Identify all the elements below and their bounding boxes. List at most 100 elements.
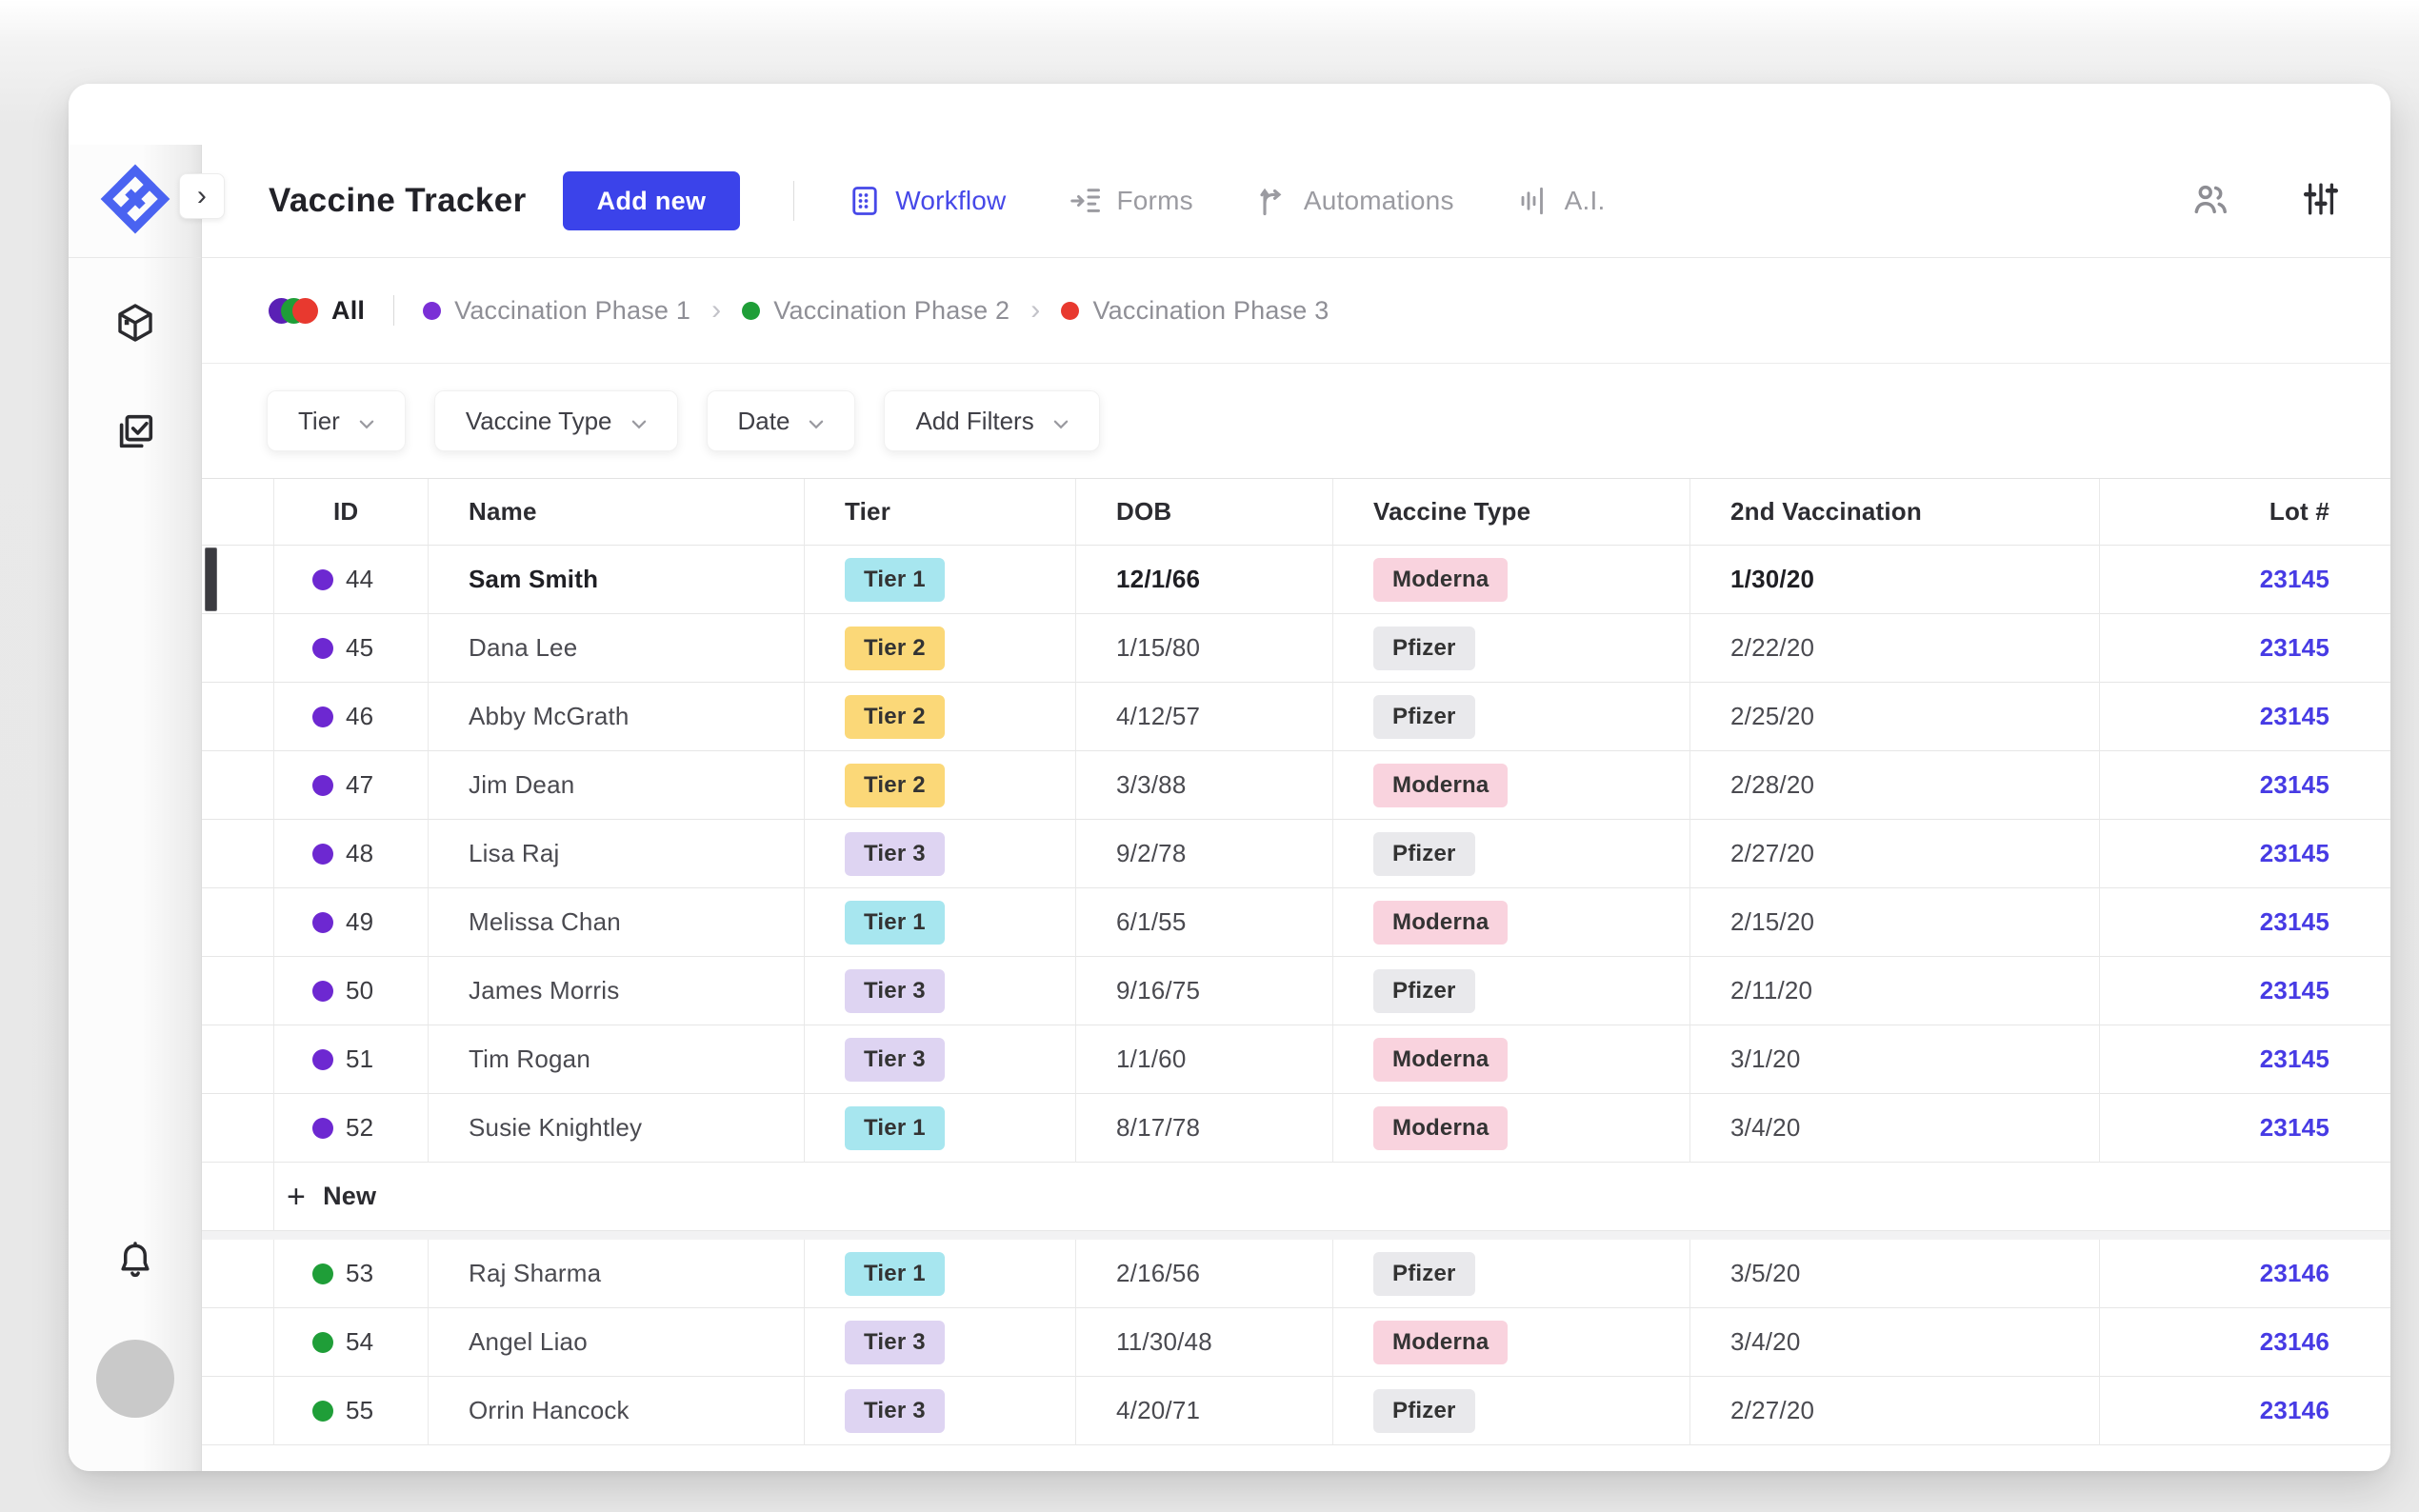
cell-dob[interactable]: 1/1/60 bbox=[1076, 1025, 1333, 1094]
cell-vaccine-type[interactable]: Pfizer bbox=[1333, 614, 1690, 683]
cell-name[interactable]: Orrin Hancock bbox=[429, 1377, 805, 1445]
cell-dob[interactable]: 4/12/57 bbox=[1076, 683, 1333, 751]
row-handle-cell[interactable] bbox=[202, 820, 274, 888]
row-handle-cell[interactable] bbox=[202, 683, 274, 751]
cell-lot-number[interactable]: 23145 bbox=[2100, 888, 2390, 957]
cell-tier[interactable]: Tier 3 bbox=[805, 1308, 1076, 1377]
cell-id[interactable]: 46 bbox=[274, 683, 429, 751]
cell-id[interactable]: 52 bbox=[274, 1094, 429, 1163]
cell-vaccine-type[interactable]: Pfizer bbox=[1333, 1240, 1690, 1308]
sliders-icon[interactable] bbox=[2301, 179, 2341, 224]
column-header-name[interactable]: Name bbox=[429, 479, 805, 546]
cell-tier[interactable]: Tier 1 bbox=[805, 1094, 1076, 1163]
cell-name[interactable]: Tim Rogan bbox=[429, 1025, 805, 1094]
cell-vaccine-type[interactable]: Moderna bbox=[1333, 888, 1690, 957]
cell-name[interactable]: Raj Sharma bbox=[429, 1240, 805, 1308]
lot-link[interactable]: 23145 bbox=[2259, 565, 2329, 593]
row-handle-cell[interactable] bbox=[202, 1094, 274, 1163]
cell-name[interactable]: James Morris bbox=[429, 957, 805, 1025]
phase-tab-3[interactable]: Vaccination Phase 3 bbox=[1061, 296, 1329, 326]
cell-name[interactable]: Dana Lee bbox=[429, 614, 805, 683]
cell-dob[interactable]: 1/15/80 bbox=[1076, 614, 1333, 683]
lot-link[interactable]: 23145 bbox=[2259, 1113, 2329, 1142]
nav-item-ai[interactable]: A.I. bbox=[1517, 184, 1606, 218]
row-handle-cell[interactable] bbox=[202, 1308, 274, 1377]
people-icon[interactable] bbox=[2190, 179, 2230, 224]
cell-second-vaccination[interactable]: 2/27/20 bbox=[1690, 820, 2100, 888]
cell-dob[interactable]: 9/2/78 bbox=[1076, 820, 1333, 888]
cell-tier[interactable]: Tier 1 bbox=[805, 1240, 1076, 1308]
cell-second-vaccination[interactable]: 2/28/20 bbox=[1690, 751, 2100, 820]
user-avatar[interactable] bbox=[95, 1340, 174, 1418]
cell-tier[interactable]: Tier 2 bbox=[805, 683, 1076, 751]
column-header-lot[interactable]: Lot # bbox=[2100, 479, 2390, 546]
cell-lot-number[interactable]: 23145 bbox=[2100, 1094, 2390, 1163]
cell-dob[interactable]: 9/16/75 bbox=[1076, 957, 1333, 1025]
cell-lot-number[interactable]: 23145 bbox=[2100, 683, 2390, 751]
cell-second-vaccination[interactable]: 2/27/20 bbox=[1690, 1377, 2100, 1445]
nav-item-forms[interactable]: Forms bbox=[1069, 184, 1193, 218]
nav-item-workflow[interactable]: Workflow bbox=[848, 184, 1006, 218]
cell-second-vaccination[interactable]: 3/1/20 bbox=[1690, 1025, 2100, 1094]
cell-second-vaccination[interactable]: 1/30/20 bbox=[1690, 546, 2100, 614]
column-header-tier[interactable]: Tier bbox=[805, 479, 1076, 546]
nav-item-automations[interactable]: Automations bbox=[1256, 184, 1454, 218]
cell-second-vaccination[interactable]: 2/22/20 bbox=[1690, 614, 2100, 683]
cell-id[interactable]: 49 bbox=[274, 888, 429, 957]
cell-dob[interactable]: 2/16/56 bbox=[1076, 1240, 1333, 1308]
row-handle-cell[interactable] bbox=[202, 888, 274, 957]
cell-name[interactable]: Sam Smith bbox=[429, 546, 805, 614]
column-header-vaccinetype[interactable]: Vaccine Type bbox=[1333, 479, 1690, 546]
cell-lot-number[interactable]: 23145 bbox=[2100, 751, 2390, 820]
cell-tier[interactable]: Tier 3 bbox=[805, 820, 1076, 888]
row-handle-cell[interactable] bbox=[202, 1377, 274, 1445]
cell-vaccine-type[interactable]: Moderna bbox=[1333, 751, 1690, 820]
add-new-button[interactable]: Add new bbox=[562, 171, 741, 230]
cell-lot-number[interactable]: 23146 bbox=[2100, 1240, 2390, 1308]
cell-dob[interactable]: 4/20/71 bbox=[1076, 1377, 1333, 1445]
filter-vaccine-type[interactable]: Vaccine Type bbox=[433, 390, 678, 451]
cell-tier[interactable]: Tier 2 bbox=[805, 614, 1076, 683]
cell-name[interactable]: Lisa Raj bbox=[429, 820, 805, 888]
row-handle-cell[interactable] bbox=[202, 957, 274, 1025]
cell-name[interactable]: Susie Knightley bbox=[429, 1094, 805, 1163]
lot-link[interactable]: 23145 bbox=[2259, 839, 2329, 867]
filter-tier[interactable]: Tier bbox=[267, 390, 406, 451]
lot-link[interactable]: 23145 bbox=[2259, 907, 2329, 936]
cell-tier[interactable]: Tier 1 bbox=[805, 546, 1076, 614]
cell-tier[interactable]: Tier 3 bbox=[805, 1025, 1076, 1094]
cell-name[interactable]: Angel Liao bbox=[429, 1308, 805, 1377]
bell-icon[interactable] bbox=[114, 1240, 156, 1286]
cell-tier[interactable]: Tier 3 bbox=[805, 1377, 1076, 1445]
cell-second-vaccination[interactable]: 3/4/20 bbox=[1690, 1094, 2100, 1163]
cell-id[interactable]: 53 bbox=[274, 1240, 429, 1308]
filter-add-filters[interactable]: Add Filters bbox=[884, 390, 1100, 451]
cell-vaccine-type[interactable]: Moderna bbox=[1333, 1025, 1690, 1094]
cell-id[interactable]: 55 bbox=[274, 1377, 429, 1445]
row-handle-cell[interactable] bbox=[202, 546, 274, 614]
phase-tab-2[interactable]: Vaccination Phase 2 bbox=[742, 296, 1010, 326]
row-handle-cell[interactable] bbox=[202, 614, 274, 683]
cell-second-vaccination[interactable]: 2/25/20 bbox=[1690, 683, 2100, 751]
cell-dob[interactable]: 3/3/88 bbox=[1076, 751, 1333, 820]
cell-name[interactable]: Melissa Chan bbox=[429, 888, 805, 957]
cell-lot-number[interactable]: 23145 bbox=[2100, 614, 2390, 683]
add-row-button[interactable]: + New bbox=[274, 1163, 2390, 1231]
cell-tier[interactable]: Tier 2 bbox=[805, 751, 1076, 820]
cell-id[interactable]: 48 bbox=[274, 820, 429, 888]
cube-icon[interactable] bbox=[112, 300, 158, 350]
cell-lot-number[interactable]: 23146 bbox=[2100, 1377, 2390, 1445]
lot-link[interactable]: 23145 bbox=[2259, 770, 2329, 799]
phase-all[interactable]: All bbox=[331, 295, 366, 325]
cell-second-vaccination[interactable]: 3/5/20 bbox=[1690, 1240, 2100, 1308]
cell-vaccine-type[interactable]: Moderna bbox=[1333, 1094, 1690, 1163]
lot-link[interactable]: 23146 bbox=[2259, 1396, 2329, 1424]
cell-vaccine-type[interactable]: Pfizer bbox=[1333, 957, 1690, 1025]
cell-dob[interactable]: 12/1/66 bbox=[1076, 546, 1333, 614]
phase-tab-1[interactable]: Vaccination Phase 1 bbox=[423, 296, 690, 326]
column-header-dob[interactable]: DOB bbox=[1076, 479, 1333, 546]
lot-link[interactable]: 23146 bbox=[2259, 1327, 2329, 1356]
cell-dob[interactable]: 11/30/48 bbox=[1076, 1308, 1333, 1377]
expand-sidebar-button[interactable]: › bbox=[179, 173, 225, 219]
logo-mark-icon[interactable] bbox=[98, 162, 172, 241]
